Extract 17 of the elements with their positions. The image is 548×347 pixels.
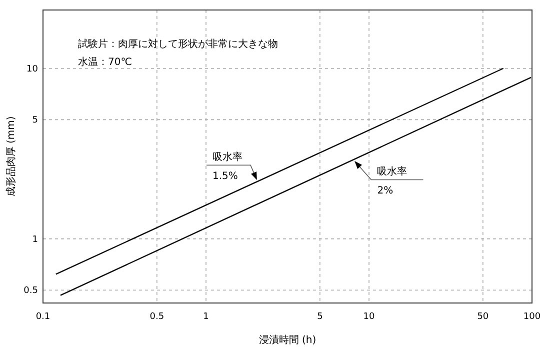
annotation: 水温：70℃ [78,56,132,68]
annotation: 吸水率 1.5% [212,151,243,182]
x-tick-label: 100 [523,312,541,322]
annotation: 吸水率 2% [377,166,408,197]
x-tick-label: 0.1 [36,312,50,322]
x-tick-label: 5 [317,312,323,322]
y-tick-label: 1 [32,234,38,245]
y-tick-label: 10 [26,64,38,74]
x-tick-label: 0.5 [150,312,164,322]
annotation: 試験片：肉厚に対して形状が非常に大きな物 [78,38,278,50]
x-tick-label: 1 [203,312,209,322]
y-axis-title: 成形品肉厚 (mm) [5,116,17,197]
x-axis-title: 浸漬時間 (h) [258,334,316,346]
y-tick-label: 0.5 [24,286,38,296]
y-tick-label: 5 [32,116,38,126]
x-tick-label: 50 [477,312,489,322]
x-tick-label: 10 [363,312,375,322]
